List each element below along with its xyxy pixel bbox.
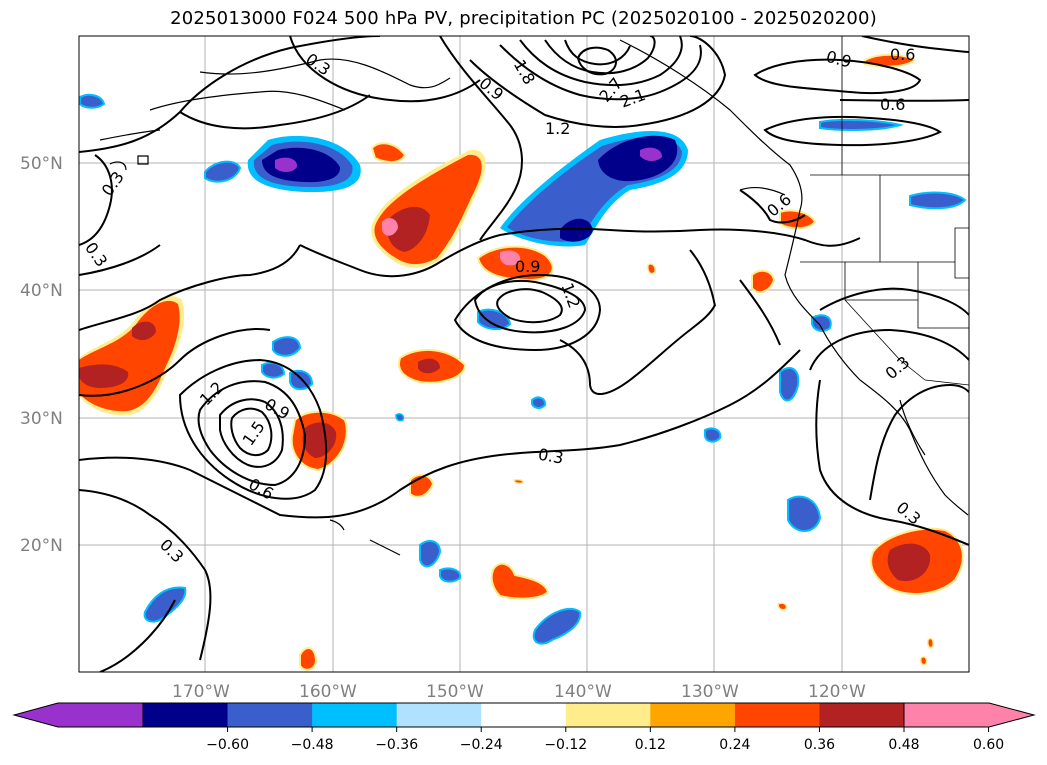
contour-label: 0.6 [880,95,905,114]
colorbar-segment [734,703,820,727]
lon-label: 150°W [426,682,484,702]
colorbar-segment [650,703,736,727]
lat-label: 40°N [20,281,63,301]
lon-label: 160°W [299,682,357,702]
lon-label: 170°W [172,682,230,702]
colorbar-tick-label: 0.36 [804,737,835,753]
lat-label: 20°N [20,536,63,556]
lon-label: 140°W [554,682,612,702]
contour-label: 0.6 [890,45,915,64]
positive-precip-shading [79,53,964,671]
colorbar: −0.60 −0.48 −0.36 −0.24 −0.12 0.12 0.24 0.36 0.4… [12,702,1036,753]
colorbar-extend-right [904,703,1034,727]
longitude-labels: 170°W 160°W 150°W 140°W 130°W 120°W [172,682,866,702]
negative-precip-shading [79,93,967,645]
latitude-labels: 50°N 40°N 30°N 20°N [20,154,63,556]
contour-label: 1.2 [545,119,570,138]
lat-label: 30°N [20,409,63,429]
colorbar-segment [819,703,905,727]
lon-label: 120°W [808,682,866,702]
contour-label: 0.9 [515,257,540,276]
colorbar-segment [565,703,651,727]
colorbar-outline [142,702,905,728]
colorbar-tick-label: −0.36 [375,737,418,753]
colorbar-tick-label: 0.48 [888,737,919,753]
colorbar-tick-label: −0.24 [460,737,503,753]
colorbar-segment [396,703,482,727]
pv-contours [79,36,969,672]
colorbar-segment [227,703,313,727]
colorbar-segment [312,703,398,727]
map-title: 2025013000 F024 500 hPa PV, precipitatio… [170,8,877,29]
colorbar-segment [143,703,229,727]
contour-label: 0.3 [537,445,565,468]
colorbar-tick-label: 0.24 [719,737,750,753]
colorbar-segment [481,703,567,727]
colorbar-tick-label: 0.60 [973,737,1004,753]
lat-label: 50°N [20,154,63,174]
colorbar-tick-label: 0.12 [635,737,666,753]
colorbar-tick-label: −0.12 [544,737,587,753]
colorbar-extend-left [14,703,143,727]
political-borders [800,36,969,386]
colorbar-tick-label: −0.60 [206,737,249,753]
map-area: 0.3 0.3 0.3 0.3 0.3 0.3 0.3 0.6 0.6 0.6 … [79,36,969,672]
map-frame [78,35,970,673]
colorbar-tick-label: −0.48 [291,737,334,753]
lon-label: 130°W [681,682,739,702]
